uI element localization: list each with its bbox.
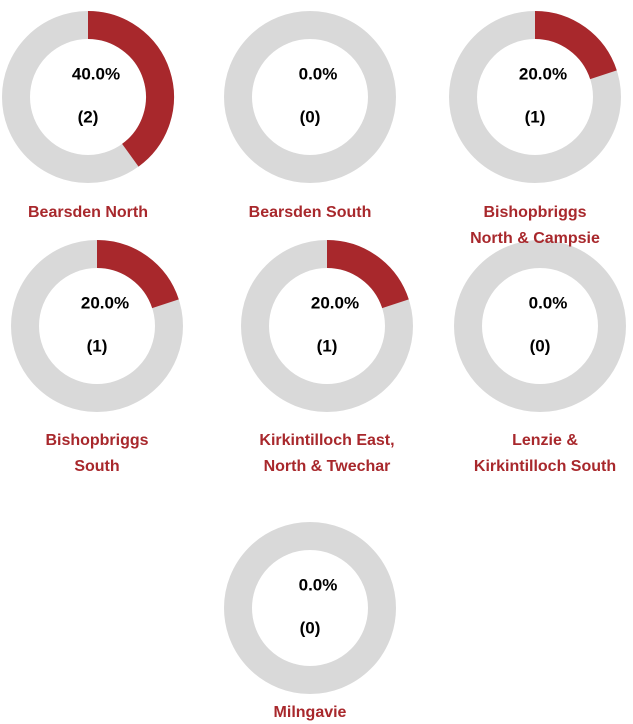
chart-title: Bishopbriggs North & Campsie: [470, 204, 600, 247]
donut-segment: [96, 240, 179, 309]
donut-segment: [87, 11, 174, 167]
value-label: 40.0%: [72, 64, 120, 83]
count-label: (0): [300, 107, 321, 126]
donut-track: [224, 11, 396, 183]
count-label: (0): [300, 618, 321, 637]
count-label: (1): [317, 336, 338, 355]
chart-title: Kirkintilloch East, North & Twechar: [259, 432, 395, 475]
chart-title: Bishopbriggs South: [45, 432, 149, 475]
chart-title: Bearsden North: [27, 204, 149, 221]
value-label: 0.0%: [529, 293, 568, 312]
donut-track: [224, 522, 396, 694]
value-label: 0.0%: [299, 64, 338, 83]
count-label: (2): [78, 107, 99, 126]
donut-segment: [534, 11, 617, 80]
donut-segment: [326, 240, 409, 309]
value-label: 0.0%: [299, 575, 338, 594]
count-label: (1): [525, 107, 546, 126]
value-label: 20.0%: [519, 64, 567, 83]
value-label: 20.0%: [311, 293, 359, 312]
chart-title: Lenzie & Kirkintilloch South: [473, 432, 617, 475]
donut-track: [454, 240, 626, 412]
value-label: 20.0%: [81, 293, 129, 312]
chart-title: Milngavie: [273, 704, 347, 721]
count-label: (0): [530, 336, 551, 355]
chart-title: Bearsden South: [248, 204, 372, 221]
count-label: (1): [87, 336, 108, 355]
